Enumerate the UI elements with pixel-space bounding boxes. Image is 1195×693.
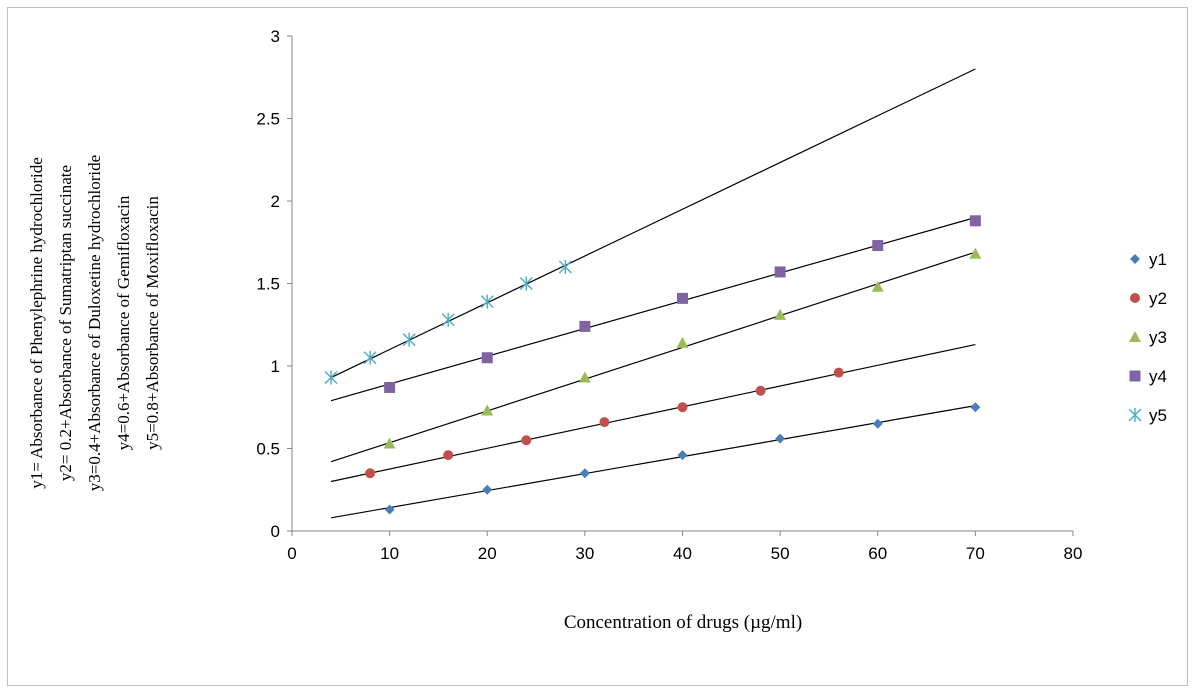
point-y4 xyxy=(872,240,884,252)
x-tick-label: 80 xyxy=(1064,544,1083,563)
x-ticks: 0 10 20 30 40 50 60 70 80 xyxy=(287,531,1082,563)
point-y2 xyxy=(443,450,454,461)
y-tick-label: 1 xyxy=(271,357,280,376)
point-y1 xyxy=(384,504,395,515)
trendline-y5 xyxy=(330,68,976,379)
point-y3 xyxy=(676,336,689,348)
y-tick-label: 1.5 xyxy=(256,275,280,294)
point-y1 xyxy=(482,484,493,495)
y-tick-label: 0 xyxy=(271,522,280,541)
point-y3 xyxy=(774,308,787,320)
point-y3 xyxy=(871,280,884,292)
point-y2 xyxy=(521,435,532,446)
x-tick-label: 40 xyxy=(673,544,692,563)
x-tick-label: 70 xyxy=(966,544,985,563)
trendline-y3 xyxy=(330,251,976,463)
trendline-y1 xyxy=(330,405,976,519)
legend-label-y3: y3 xyxy=(1149,328,1167,347)
legend-label-y5: y5 xyxy=(1149,406,1167,425)
point-y2 xyxy=(677,402,688,413)
point-y3 xyxy=(969,247,982,259)
y-ticks: 0 0.5 1 1.5 2 2.5 3 xyxy=(256,27,292,541)
point-y5 xyxy=(558,260,572,274)
point-y2 xyxy=(365,468,376,479)
legend-marker-y2 xyxy=(1130,293,1140,303)
legend-marker-y5 xyxy=(1128,408,1142,422)
legend-label-y4: y4 xyxy=(1149,367,1167,386)
y-tick-label: 2.5 xyxy=(256,110,280,129)
y-tick-label: 0.5 xyxy=(256,440,280,459)
y-tick-label: 2 xyxy=(271,192,280,211)
point-y2 xyxy=(599,417,610,428)
point-y2 xyxy=(833,367,844,378)
point-y4 xyxy=(774,266,786,278)
point-y4 xyxy=(579,320,591,332)
trendline-y2 xyxy=(330,343,976,483)
chart-frame: y1= Absorbance of Phenylephrine hydrochl… xyxy=(7,7,1188,686)
point-y5 xyxy=(480,294,494,309)
point-y1 xyxy=(579,468,590,479)
point-y5 xyxy=(324,370,338,385)
point-y3 xyxy=(481,404,494,416)
legend: y1 y2 y3 y4 y5 xyxy=(1128,250,1167,425)
data-markers xyxy=(324,215,982,515)
x-tick-label: 50 xyxy=(771,544,790,563)
point-y4 xyxy=(481,352,493,364)
point-y4 xyxy=(969,215,981,227)
y-axis-label-group: y1= Absorbance of Phenylephrine hydrochl… xyxy=(27,155,162,491)
point-y2 xyxy=(755,385,766,396)
x-tick-label: 60 xyxy=(868,544,887,563)
point-y1 xyxy=(970,402,981,413)
point-y1 xyxy=(872,418,883,429)
y-axis-label-line: y5=0.8+Absorbance of Moxifloxacin xyxy=(143,196,162,450)
x-axis-label: Concentration of drugs (µg/ml) xyxy=(564,612,802,633)
legend-label-y1: y1 xyxy=(1149,250,1167,269)
y-axis-label-line: y3=0.4+Absorbance of Duloxetine hydrochl… xyxy=(85,155,104,491)
x-tick-label: 0 xyxy=(287,544,296,563)
point-y1 xyxy=(677,450,688,461)
legend-marker-y1 xyxy=(1130,254,1140,264)
y-axis-label-line: y1= Absorbance of Phenylephrine hydrochl… xyxy=(27,157,46,489)
point-y5 xyxy=(519,276,533,291)
legend-marker-y3 xyxy=(1129,331,1141,342)
point-y3 xyxy=(578,371,591,383)
y-tick-label: 3 xyxy=(271,27,280,46)
point-y4 xyxy=(384,381,396,393)
y-axis-label-line: y2= 0.2+Absorbance of Sumatriptan succin… xyxy=(56,165,75,481)
x-tick-label: 10 xyxy=(380,544,399,563)
trendline-y4 xyxy=(330,216,976,402)
point-y5 xyxy=(363,350,377,365)
x-tick-label: 30 xyxy=(575,544,594,563)
x-tick-label: 20 xyxy=(478,544,497,563)
point-y3 xyxy=(383,437,396,449)
scatter-chart: y1= Absorbance of Phenylephrine hydrochl… xyxy=(27,27,1167,633)
point-y5 xyxy=(441,312,455,327)
point-y1 xyxy=(775,433,786,444)
legend-label-y2: y2 xyxy=(1149,289,1167,308)
point-y4 xyxy=(677,292,688,304)
trendlines xyxy=(330,68,976,519)
y-axis-label-line: y4=0.6+Absorbance of Gemifloxacin xyxy=(114,195,133,450)
point-y5 xyxy=(402,332,416,347)
legend-marker-y4 xyxy=(1129,370,1141,382)
